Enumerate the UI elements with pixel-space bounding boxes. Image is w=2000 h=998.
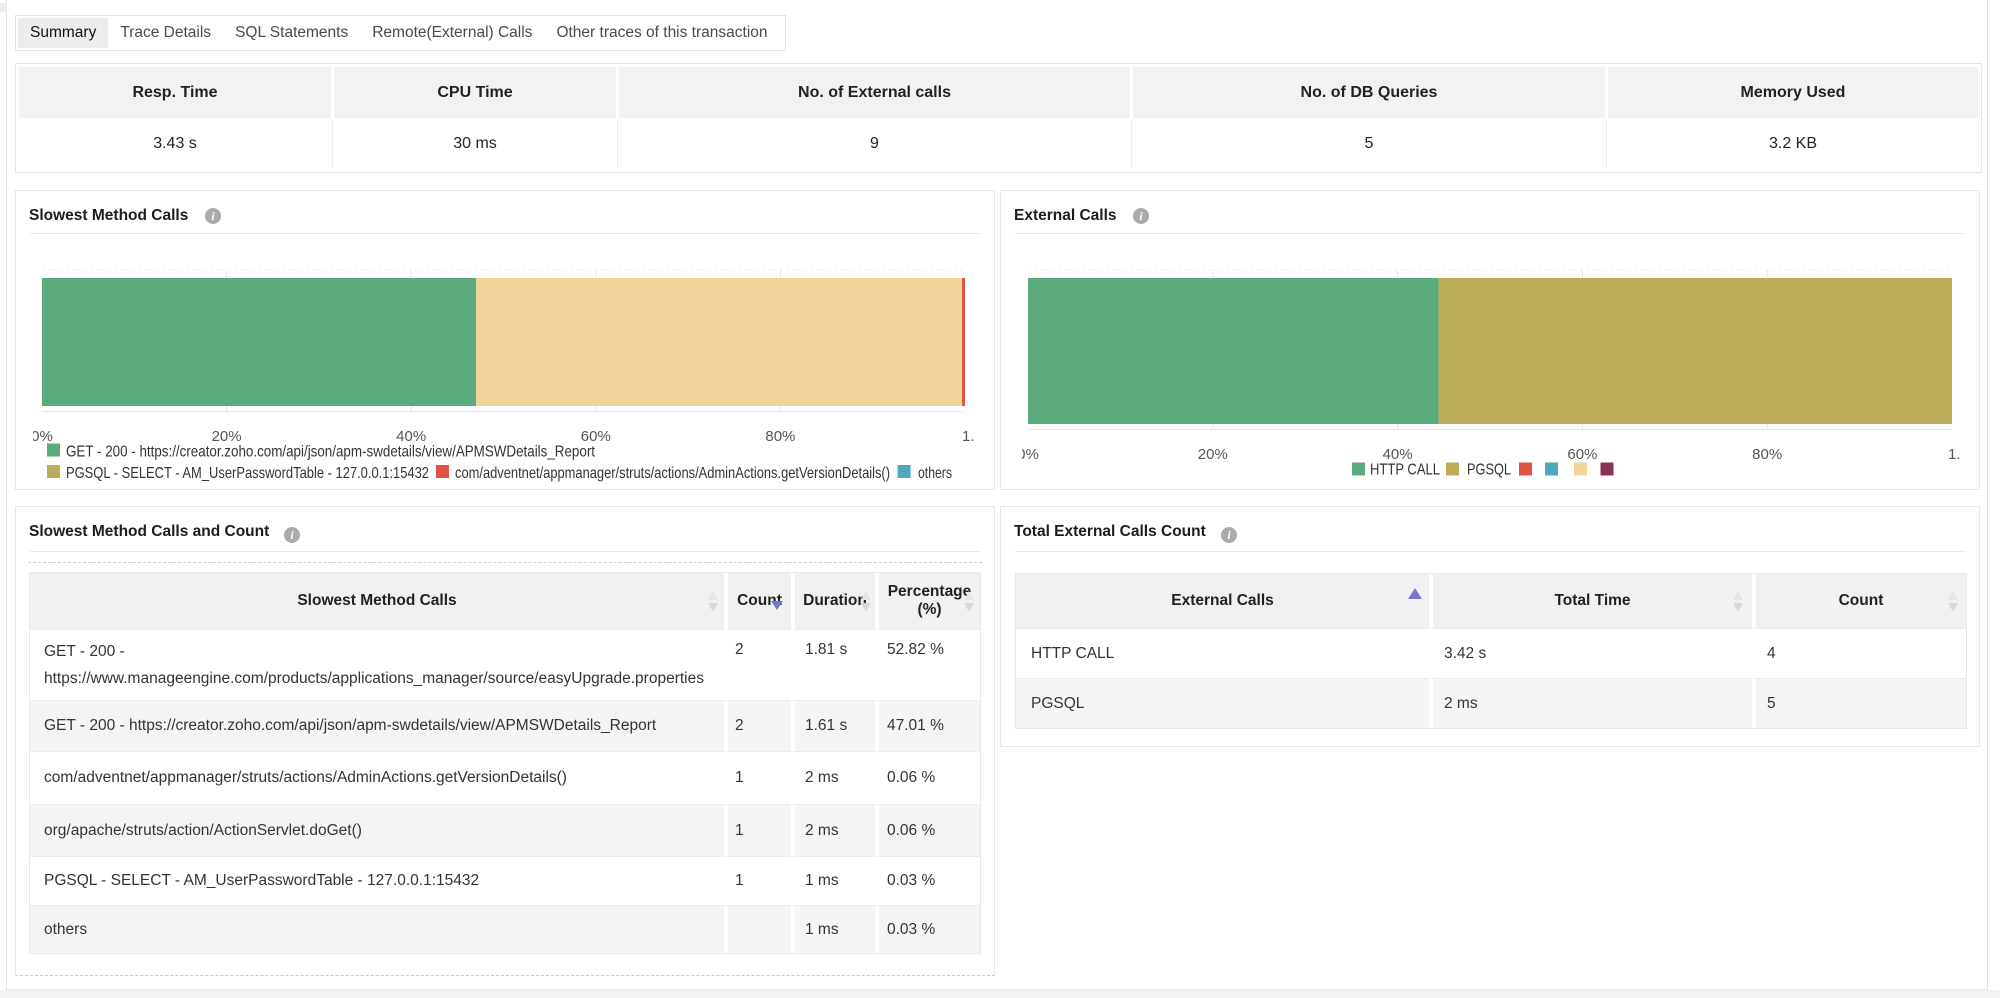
svg-text:20%: 20% [212,428,242,445]
svg-text:GET - 200 - https://creator.zo: GET - 200 - https://creator.zoho.com/api… [66,444,595,461]
svg-text:0%: 0% [33,428,53,445]
svg-text:HTTP CALL: HTTP CALL [1370,462,1440,479]
svg-text:1.: 1. [1948,446,1961,463]
svg-text:40%: 40% [396,428,426,445]
svg-text:PGSQL: PGSQL [1467,462,1511,479]
svg-text:com/adventnet/appmanager/strut: com/adventnet/appmanager/struts/actions/… [455,465,890,482]
svg-text:20%: 20% [1198,446,1228,463]
svg-text:1.: 1. [962,428,975,445]
svg-text:PGSQL - SELECT - AM_UserPasswo: PGSQL - SELECT - AM_UserPasswordTable - … [66,465,429,482]
svg-text:40%: 40% [1383,446,1413,463]
svg-text:others: others [918,465,952,482]
svg-text:0%: 0% [1022,446,1039,463]
svg-text:80%: 80% [1752,446,1782,463]
svg-text:80%: 80% [765,428,795,445]
svg-text:60%: 60% [1567,446,1597,463]
svg-text:60%: 60% [581,428,611,445]
